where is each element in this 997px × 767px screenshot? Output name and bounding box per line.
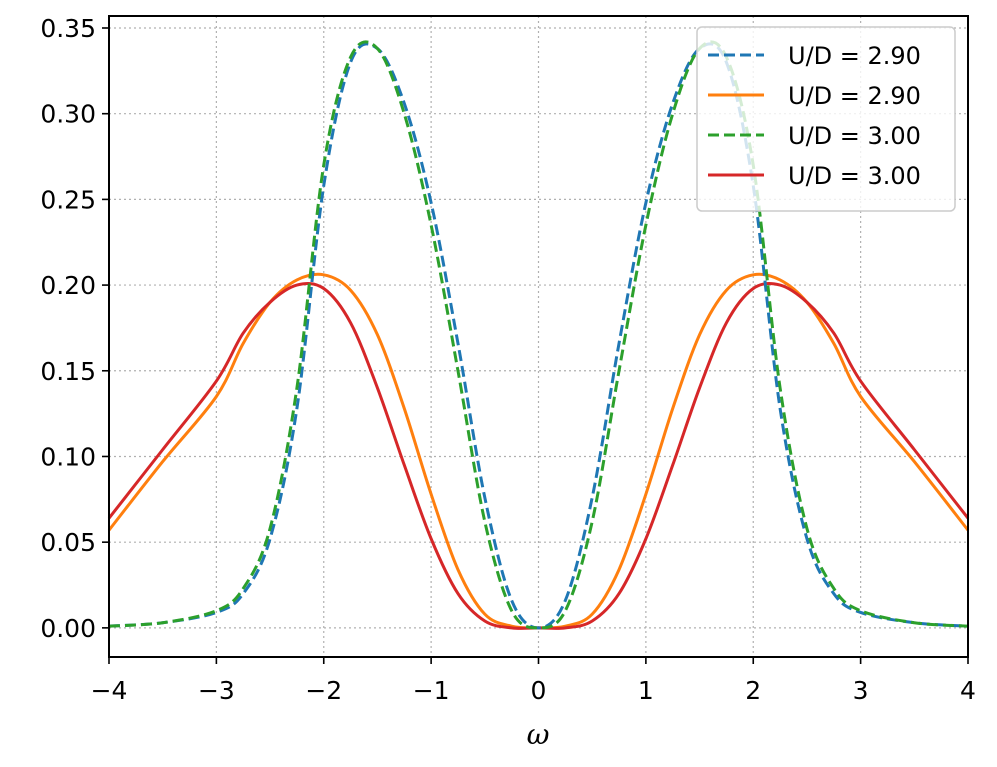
- legend-label: U/D = 3.00: [788, 122, 921, 150]
- y-tick-label: 0.30: [40, 100, 96, 129]
- x-tick-label: 3: [853, 676, 869, 705]
- legend-label: U/D = 2.90: [788, 82, 921, 110]
- series-layer: [107, 40, 970, 630]
- legend-label: U/D = 2.90: [788, 42, 921, 70]
- legend-box: [696, 26, 956, 212]
- legend-label: U/D = 3.00: [788, 162, 921, 190]
- y-tick-label: 0.25: [40, 185, 96, 214]
- y-tick-label: 0.20: [40, 271, 96, 300]
- x-tick-label: −3: [198, 676, 235, 705]
- series-line-u-d-3-00-dashed: [108, 40, 969, 630]
- x-tick-label: 2: [745, 676, 761, 705]
- series-line-u-d-2-90-dashed: [108, 42, 969, 630]
- y-tick-label: 0.00: [40, 614, 96, 643]
- x-tick-label: −2: [305, 676, 342, 705]
- x-tick-label: −4: [91, 676, 128, 705]
- x-tick-label: 0: [531, 676, 547, 705]
- legend: U/D = 2.90 U/D = 2.90 U/D = 3.00 U/D = 3.00: [696, 26, 956, 212]
- x-tick-label: −1: [413, 676, 450, 705]
- y-tick-label: 0.35: [40, 14, 96, 43]
- x-tick-label: 1: [638, 676, 654, 705]
- x-tick-label: 4: [960, 676, 976, 705]
- axis-ticks: −4 −3 −2 −1 0 1 2 3 4 0.00 0.05 0.10 0.15 0.20 0.25 0.3…: [40, 14, 976, 705]
- y-tick-label: 0.05: [40, 528, 96, 557]
- y-tick-label: 0.15: [40, 357, 96, 386]
- x-axis-label: ω: [527, 718, 550, 751]
- y-tick-label: 0.10: [40, 442, 96, 471]
